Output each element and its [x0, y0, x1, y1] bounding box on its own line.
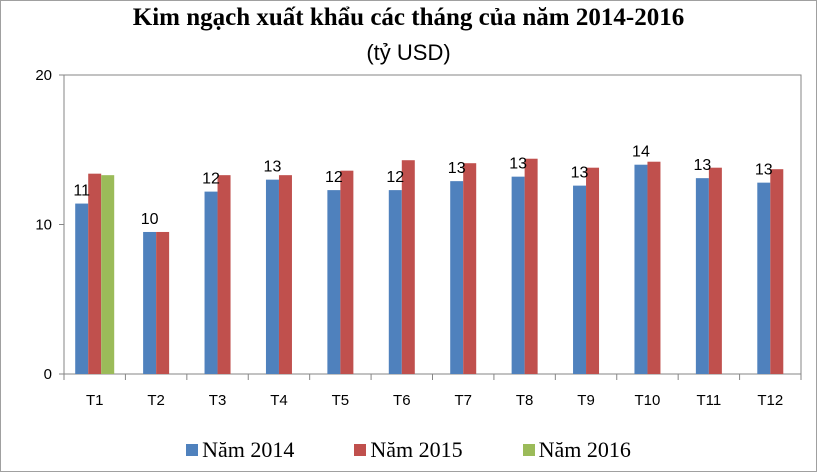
y-tick-label: 20: [35, 67, 52, 84]
data-label: 13: [571, 165, 589, 182]
bar-năm-2015-t10: [647, 161, 661, 374]
y-tick-label: 0: [44, 366, 52, 383]
legend-item-2014: Năm 2014: [186, 437, 294, 463]
bar-năm-2014-t6: [388, 190, 402, 374]
bar-năm-2015-t4: [278, 175, 292, 374]
x-tick-label: T5: [332, 392, 350, 409]
bar-năm-2014-t11: [695, 178, 709, 374]
legend: Năm 2014 Năm 2015 Năm 2016: [0, 432, 817, 468]
x-tick-label: T2: [147, 392, 165, 409]
bar-năm-2015-t3: [217, 175, 231, 374]
x-tick-label: T4: [270, 392, 288, 409]
bar-năm-2015-t6: [401, 160, 415, 374]
x-tick-label: T6: [393, 392, 411, 409]
chart-subtitle: (tỷ USD): [366, 40, 451, 65]
data-label: 11: [73, 183, 90, 200]
legend-item-2015: Năm 2015: [354, 437, 463, 463]
bar-năm-2014-t4: [265, 179, 279, 374]
bar-năm-2015-t1: [88, 173, 102, 374]
bar-năm-2014-t3: [204, 191, 218, 374]
data-label: 13: [693, 157, 711, 174]
y-tick-label: 10: [35, 217, 52, 234]
bar-năm-2015-t12: [770, 169, 784, 374]
bar-năm-2015-t11: [708, 167, 722, 374]
x-tick-label: T11: [697, 392, 722, 409]
data-label: 13: [448, 160, 466, 177]
plot-border: [63, 74, 802, 375]
legend-label-2014: Năm 2014: [202, 437, 295, 462]
x-tick-label: T1: [86, 392, 104, 409]
data-label: 13: [755, 162, 773, 179]
x-tick-label: T10: [635, 392, 661, 409]
x-tick-label: T12: [757, 392, 783, 409]
data-label: 12: [325, 169, 343, 186]
data-label: 12: [386, 169, 404, 186]
data-label: 10: [141, 211, 159, 228]
bar-năm-2015-t9: [586, 167, 600, 374]
bar-năm-2014-t12: [757, 182, 771, 374]
bar-năm-2014-t10: [634, 164, 648, 374]
legend-item-2016: Năm 2016: [522, 437, 631, 463]
bar-năm-2015-t7: [463, 163, 477, 374]
x-tick-label: T3: [209, 392, 227, 409]
x-tick-label: T7: [454, 392, 472, 409]
legend-label-2015: Năm 2015: [370, 437, 463, 462]
bar-năm-2015-t8: [524, 158, 538, 374]
data-label: 12: [202, 171, 220, 188]
bar-năm-2014-t8: [511, 176, 525, 374]
data-label: 13: [509, 156, 527, 173]
bar-năm-2015-t5: [340, 170, 354, 374]
legend-swatch-2015: [354, 444, 367, 456]
bar-năm-2014-t7: [450, 181, 464, 374]
bar-năm-2014-t2: [143, 231, 157, 374]
bar-năm-2014-t5: [327, 190, 341, 374]
chart-title: Kim ngạch xuất khẩu các tháng của năm 20…: [132, 4, 685, 31]
legend-swatch-2016: [522, 444, 535, 456]
bar-năm-2015-t2: [156, 231, 170, 374]
bar-năm-2016-t1: [101, 175, 115, 374]
data-label: 13: [264, 159, 282, 176]
legend-label-2016: Năm 2016: [538, 437, 631, 462]
x-tick-label: T8: [516, 392, 534, 409]
bar-năm-2014-t9: [573, 185, 587, 374]
data-label: 14: [632, 144, 650, 161]
bar-năm-2014-t1: [75, 203, 89, 374]
legend-swatch-2014: [186, 444, 199, 456]
x-tick-label: T9: [577, 392, 595, 409]
